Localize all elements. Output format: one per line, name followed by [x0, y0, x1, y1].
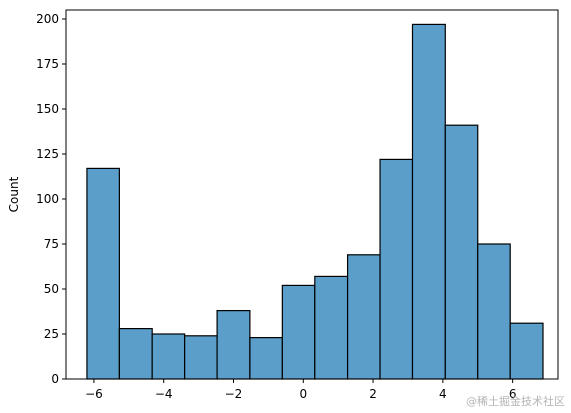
x-tick-label: 2: [369, 387, 377, 401]
y-tick-label: 25: [44, 327, 59, 341]
y-tick-label: 50: [44, 282, 59, 296]
x-axis: −6 −4 −2 0 2 4 6: [85, 379, 516, 401]
y-tick-label: 125: [36, 147, 59, 161]
plot-frame: [65, 9, 559, 380]
histogram-bar: [118, 328, 153, 380]
bars-group: [86, 23, 544, 380]
x-tick-label: −2: [225, 387, 243, 401]
histogram-bar: [477, 243, 511, 380]
histogram-bar: [249, 337, 283, 380]
y-tick-label: 75: [44, 237, 59, 251]
histogram-bar: [509, 322, 544, 380]
x-tick-label: 6: [509, 387, 517, 401]
x-tick-label: −4: [155, 387, 173, 401]
histogram-bar: [346, 254, 381, 380]
histogram-bar: [411, 23, 446, 380]
y-axis-label: Count: [7, 176, 21, 212]
x-tick-label: 0: [299, 387, 307, 401]
histogram-bar: [281, 284, 316, 380]
histogram-bar: [444, 124, 479, 380]
x-tick-label: −6: [85, 387, 103, 401]
y-tick-label: 100: [36, 192, 59, 206]
histogram-bar: [314, 275, 349, 380]
x-tick-label: 4: [439, 387, 447, 401]
y-tick-label: 175: [36, 57, 59, 71]
histogram-bar: [151, 333, 186, 380]
histogram-bar: [184, 335, 218, 380]
y-axis: 0 25 50 75 100 125 150 175 200: [36, 12, 66, 386]
histogram-bar: [216, 310, 251, 380]
histogram-bar: [379, 158, 414, 380]
y-tick-label: 150: [36, 102, 59, 116]
watermark: @稀土掘金技术社区: [466, 395, 565, 408]
histogram-bar: [86, 167, 120, 380]
y-tick-label: 0: [51, 372, 59, 386]
y-tick-label: 200: [36, 12, 59, 26]
